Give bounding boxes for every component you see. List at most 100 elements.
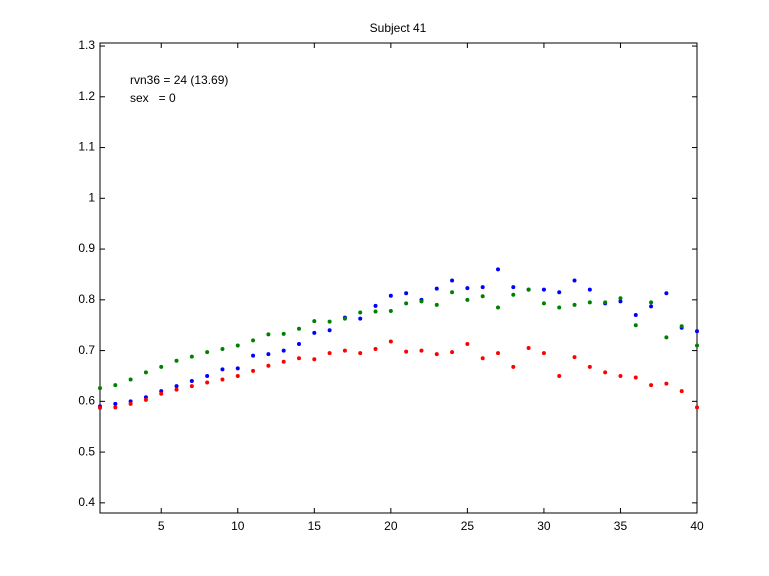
point	[557, 290, 562, 295]
x-tick-label: 10	[231, 519, 245, 533]
point	[281, 359, 286, 364]
point	[450, 290, 455, 295]
point	[297, 356, 301, 361]
point	[113, 401, 118, 406]
point	[235, 373, 240, 378]
point	[327, 319, 332, 324]
point	[220, 367, 225, 372]
point	[526, 287, 531, 292]
point	[404, 301, 409, 306]
point	[251, 338, 256, 343]
point	[633, 323, 638, 328]
point	[587, 287, 592, 292]
plot-box	[99, 42, 698, 514]
point	[143, 370, 148, 375]
point	[695, 405, 699, 410]
point	[113, 383, 118, 388]
point	[388, 293, 393, 298]
point	[297, 326, 301, 331]
point	[679, 324, 684, 329]
point	[235, 366, 240, 371]
point	[189, 379, 194, 384]
point	[496, 351, 500, 356]
point	[419, 299, 424, 304]
y-tick-label: 1.2	[78, 89, 95, 103]
point	[205, 380, 210, 385]
point	[419, 348, 424, 353]
point	[603, 300, 608, 305]
point	[618, 296, 623, 301]
point	[465, 341, 470, 346]
point	[480, 285, 485, 290]
point	[618, 373, 623, 378]
point	[649, 300, 654, 305]
point	[266, 363, 271, 368]
point	[174, 358, 179, 363]
point	[297, 341, 301, 346]
point	[633, 313, 638, 318]
annotation: rvn36 = 24 (13.69)	[130, 73, 228, 87]
point	[312, 330, 317, 335]
point	[664, 381, 669, 386]
point	[342, 348, 347, 353]
x-tick-label: 5	[158, 519, 165, 533]
point	[128, 401, 133, 406]
point	[327, 351, 332, 356]
y-tick-label: 0.8	[78, 292, 95, 306]
point	[251, 353, 256, 358]
point	[480, 356, 485, 361]
point	[541, 351, 546, 356]
point	[143, 397, 148, 402]
point	[312, 319, 317, 324]
point	[358, 351, 363, 356]
x-tick-label: 35	[614, 519, 628, 533]
point	[358, 310, 363, 315]
point	[189, 384, 194, 389]
point	[342, 316, 347, 321]
point	[373, 309, 378, 314]
point	[572, 278, 577, 283]
point	[235, 343, 240, 348]
chart-title: Subject 41	[370, 21, 427, 35]
point	[404, 349, 409, 354]
point	[496, 305, 500, 310]
point	[312, 357, 317, 362]
x-tick-label: 20	[384, 519, 398, 533]
y-tick-label: 1.1	[78, 140, 95, 154]
point	[618, 299, 623, 304]
annotation: sex = 0	[130, 91, 176, 105]
point	[174, 387, 179, 392]
point	[266, 332, 271, 337]
point	[128, 377, 133, 382]
x-tick-label: 30	[537, 519, 551, 533]
point	[373, 303, 378, 308]
point	[541, 301, 546, 306]
point	[695, 343, 699, 348]
x-tick-label: 25	[461, 519, 475, 533]
point	[327, 328, 332, 333]
point	[450, 350, 455, 355]
point	[388, 339, 393, 344]
point	[159, 364, 164, 369]
point	[557, 305, 562, 310]
point	[480, 294, 485, 299]
point	[358, 316, 363, 321]
point	[572, 302, 577, 307]
point	[496, 267, 500, 272]
point	[388, 308, 393, 313]
point	[511, 364, 516, 369]
x-tick-label: 15	[308, 519, 322, 533]
point	[664, 291, 669, 296]
point	[434, 352, 439, 357]
point	[587, 364, 592, 369]
point	[695, 329, 699, 334]
point	[633, 375, 638, 380]
point	[465, 286, 470, 291]
x-tick-label: 40	[690, 519, 704, 533]
point	[251, 368, 256, 373]
point	[281, 331, 286, 336]
point	[98, 405, 102, 410]
point	[511, 285, 516, 290]
point	[113, 405, 118, 410]
